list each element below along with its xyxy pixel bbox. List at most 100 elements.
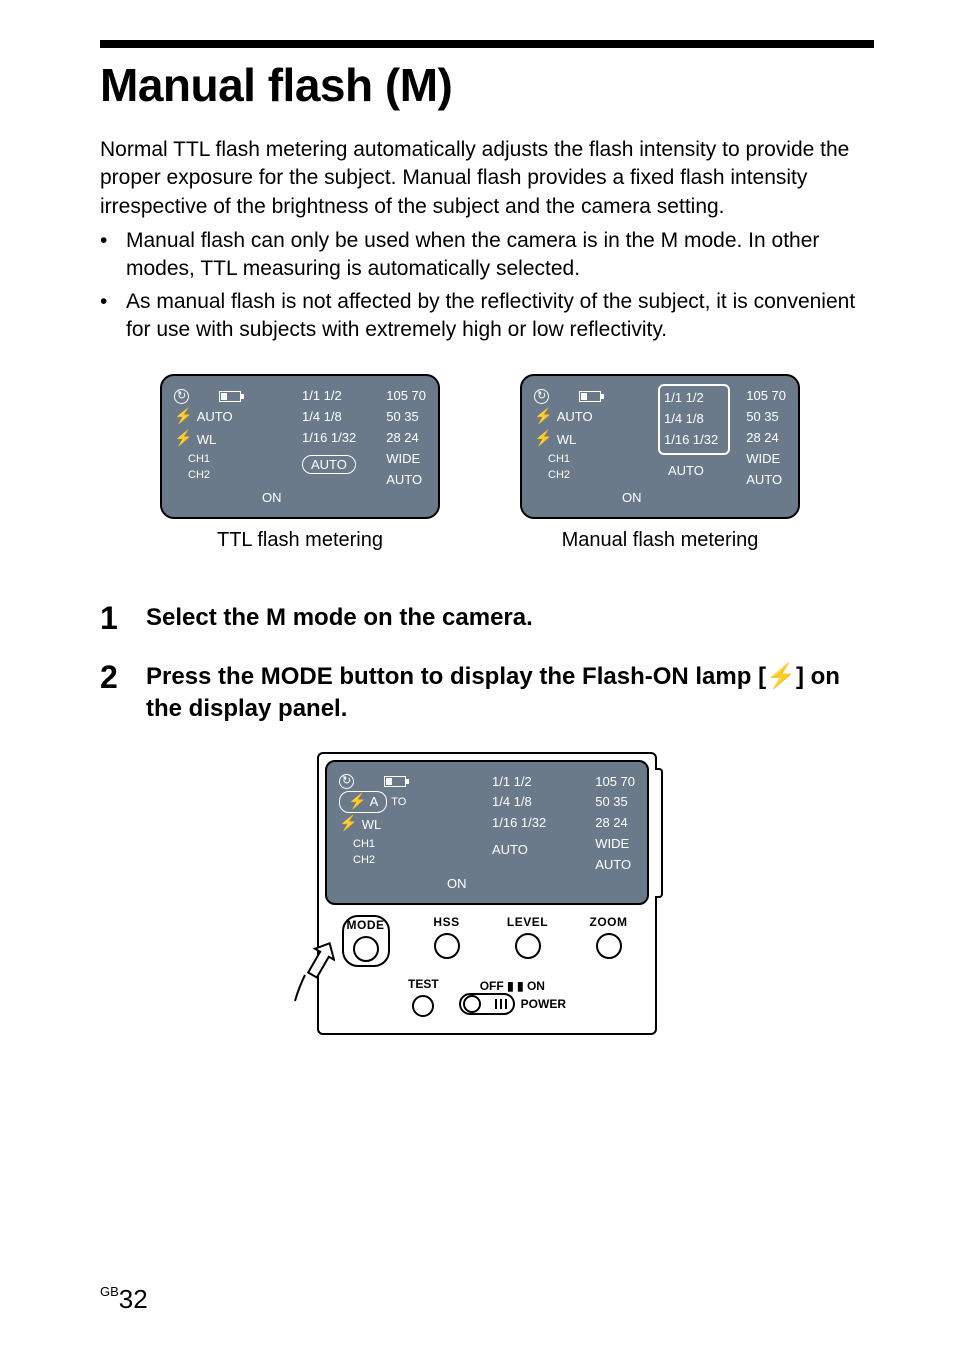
flash-icon: ⚡: [339, 813, 358, 836]
recycle-icon: [174, 389, 189, 404]
panel-lcd: ⚡ ATO ⚡WL CH1 CH2 ON 1/1 1/2 1/4 1/8 1/1…: [325, 760, 649, 905]
page-title: Manual flash (M): [100, 58, 874, 112]
lcd-auto-label: AUTO: [746, 470, 786, 491]
lcd-wl-label: WL: [362, 815, 382, 835]
zoom-label: ZOOM: [568, 915, 649, 929]
ttl-lcd: ⚡ AUTO ⚡WL CH1 CH2 ON 1/1 1/2 1/4 1/8 1/…: [160, 374, 440, 519]
power-switch[interactable]: [459, 993, 515, 1015]
step-text-before: Press the MODE button to display the Fla…: [146, 663, 766, 690]
lcd-power-row: 1/16 1/32: [302, 428, 356, 449]
level-button-col: LEVEL: [487, 915, 568, 967]
lcd-wide-label: WIDE: [746, 449, 786, 470]
flash-icon: ⚡: [174, 428, 193, 451]
lcd-wide-label: WIDE: [595, 834, 635, 855]
lcd-ch1-label: CH1: [188, 451, 210, 468]
manual-caption: Manual flash metering: [520, 529, 800, 552]
lcd-auto-label: AUTO: [557, 407, 593, 427]
lcd-ch1-label: CH1: [353, 836, 375, 853]
hss-button-col: HSS: [406, 915, 487, 967]
lcd-auto-selected: AUTO: [302, 455, 356, 475]
ttl-caption: TTL flash metering: [160, 529, 440, 552]
step-number: 2: [100, 661, 128, 726]
mode-button-highlight: MODE: [342, 915, 390, 967]
step-number: 1: [100, 602, 128, 634]
lcd-comparison-row: ⚡ AUTO ⚡WL CH1 CH2 ON 1/1 1/2 1/4 1/8 1/…: [160, 374, 874, 552]
lcd-auto-label: AUTO: [595, 855, 635, 876]
lower-controls-row: TEST OFF ▮ ▮ ON POWER: [325, 977, 649, 1017]
list-item: As manual flash is not affected by the r…: [100, 288, 874, 345]
button-row: MODE HSS LEVEL ZOOM: [325, 915, 649, 967]
lcd-power-selected: 1/1 1/2 1/4 1/8 1/16 1/32: [658, 384, 730, 454]
lcd-power-row: 1/16 1/32: [664, 430, 724, 451]
lcd-power-row: 1/1 1/2: [492, 772, 546, 793]
lcd-auto-label: AUTO: [668, 463, 704, 478]
manual-lcd-block: ⚡ AUTO ⚡WL CH1 CH2 ON 1/1 1/2 1/4 1/8 1/…: [520, 374, 800, 552]
lcd-mid-col: 1/1 1/2 1/4 1/8 1/16 1/32 AUTO: [302, 386, 356, 475]
lcd-ch2-label: CH2: [188, 467, 210, 484]
step-item: 2 Press the MODE button to display the F…: [100, 661, 874, 726]
recycle-icon: [339, 774, 354, 789]
mode-button[interactable]: [353, 936, 379, 962]
zoom-button[interactable]: [596, 933, 622, 959]
lcd-right-col: 105 70 50 35 28 24 WIDE AUTO: [386, 386, 426, 490]
control-panel-illustration: ⚡ ATO ⚡WL CH1 CH2 ON 1/1 1/2 1/4 1/8 1/1…: [100, 752, 874, 1035]
lcd-left-col: ⚡ AUTO ⚡WL CH1 CH2: [174, 386, 241, 484]
page-value: 32: [119, 1284, 148, 1314]
lcd-zoom-row: 50 35: [386, 407, 426, 428]
switch-bars: [495, 999, 507, 1009]
hss-button[interactable]: [434, 933, 460, 959]
lcd-on-label: ON: [262, 490, 282, 505]
intro-paragraph: Normal TTL flash metering automatically …: [100, 136, 874, 221]
switch-marks: ▮ ▮: [507, 979, 527, 993]
lcd-zoom-row: 28 24: [595, 813, 635, 834]
lcd-auto-label: AUTO: [197, 407, 233, 427]
lcd-wl-label: WL: [197, 430, 217, 450]
panel-right-edge: [655, 768, 663, 898]
switch-knob: [463, 995, 481, 1013]
lcd-ch1-label: CH1: [548, 451, 570, 468]
step-item: 1 Select the M mode on the camera.: [100, 602, 874, 634]
level-button[interactable]: [515, 933, 541, 959]
lcd-zoom-row: 105 70: [386, 386, 426, 407]
lcd-left-col: ⚡ AUTO ⚡WL CH1 CH2: [534, 386, 601, 484]
zoom-button-col: ZOOM: [568, 915, 649, 967]
lcd-zoom-row: 105 70: [595, 772, 635, 793]
flash-icon: ⚡: [348, 793, 367, 810]
pointer-arrow-icon: [285, 937, 335, 1007]
step-text: Select the M mode on the camera.: [146, 602, 533, 634]
mode-button-col: MODE: [325, 915, 406, 967]
power-label: POWER: [521, 997, 566, 1011]
test-label: TEST: [408, 977, 439, 991]
flash-icon: ⚡: [174, 406, 193, 429]
lcd-power-row: 1/4 1/8: [664, 409, 724, 430]
lcd-wide-label: WIDE: [386, 449, 426, 470]
lcd-power-row: 1/16 1/32: [492, 813, 546, 834]
sel-a: A: [370, 794, 379, 809]
lcd-zoom-row: 28 24: [386, 428, 426, 449]
manual-lcd: ⚡ AUTO ⚡WL CH1 CH2 ON 1/1 1/2 1/4 1/8 1/…: [520, 374, 800, 519]
battery-icon: [579, 391, 601, 402]
lcd-zoom-row: 28 24: [746, 428, 786, 449]
battery-icon: [219, 391, 241, 402]
lcd-ch2-label: CH2: [353, 852, 375, 869]
lcd-zoom-row: 50 35: [595, 792, 635, 813]
lcd-auto-label: AUTO: [386, 470, 426, 491]
lcd-right-col: 105 70 50 35 28 24 WIDE AUTO: [746, 386, 786, 490]
flash-auto-selected: ⚡ A: [339, 791, 387, 813]
lcd-zoom-row: 105 70: [746, 386, 786, 407]
ttl-lcd-block: ⚡ AUTO ⚡WL CH1 CH2 ON 1/1 1/2 1/4 1/8 1/…: [160, 374, 440, 552]
test-button[interactable]: [412, 995, 434, 1017]
level-label: LEVEL: [487, 915, 568, 929]
sel-to: TO: [391, 794, 406, 811]
lcd-power-row: 1/1 1/2: [302, 386, 356, 407]
section-rule: [100, 40, 874, 48]
lcd-power-row: 1/4 1/8: [492, 792, 546, 813]
lcd-auto-label: AUTO: [492, 840, 546, 861]
bullet-list: Manual flash can only be used when the c…: [100, 227, 874, 344]
flash-icon: ⚡: [534, 428, 553, 451]
list-item: Manual flash can only be used when the c…: [100, 227, 874, 284]
lcd-power-row: 1/4 1/8: [302, 407, 356, 428]
lcd-left-col: ⚡ ATO ⚡WL CH1 CH2: [339, 772, 406, 869]
lcd-on-label: ON: [447, 876, 467, 891]
lcd-right-col: 105 70 50 35 28 24 WIDE AUTO: [595, 772, 635, 876]
